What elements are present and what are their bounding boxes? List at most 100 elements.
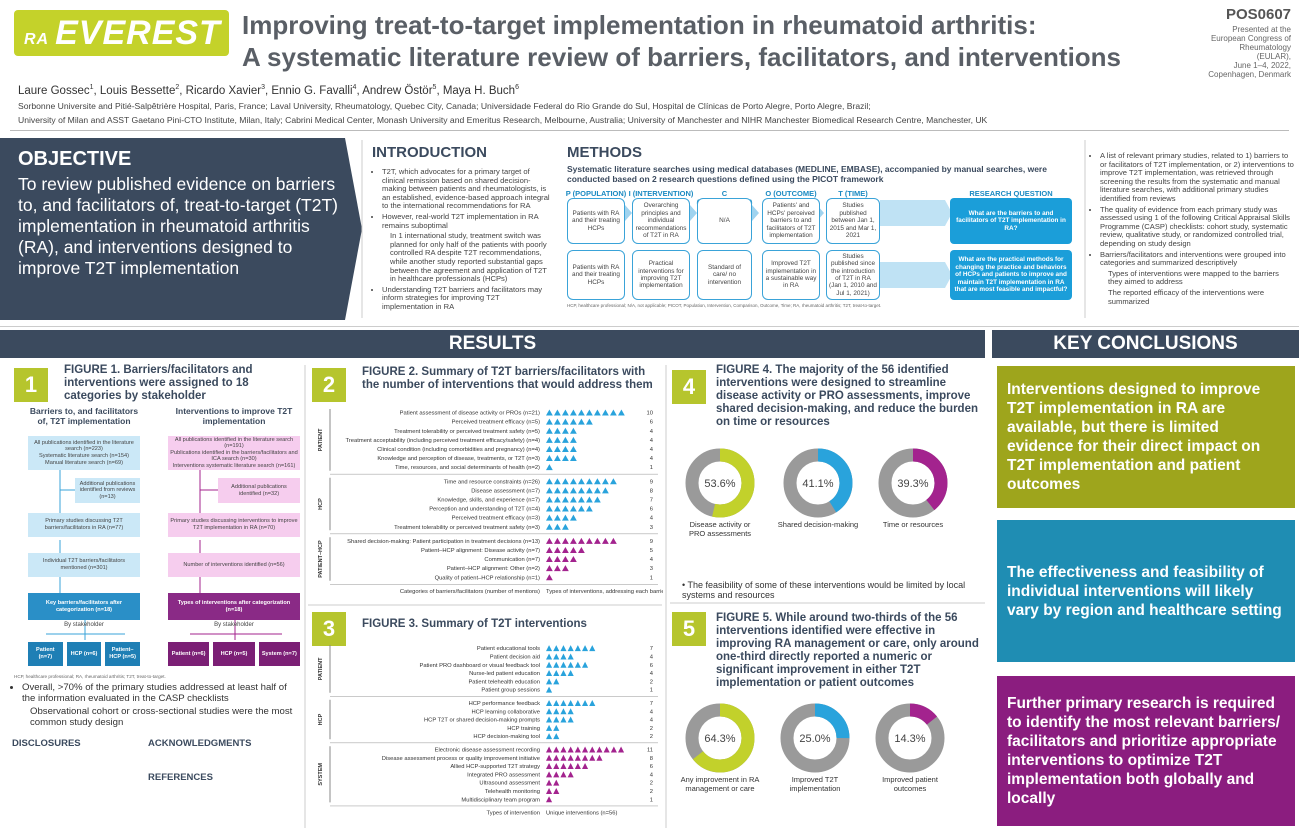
triangle [546, 699, 553, 706]
triangle [560, 661, 567, 668]
row-label: Perception and understanding of T2T (n=4… [429, 507, 540, 513]
triangle [560, 746, 567, 753]
presented-line: (EULAR), [1256, 52, 1291, 61]
triangle [594, 487, 601, 494]
row-count: 4 [650, 456, 654, 462]
arrow [625, 205, 632, 221]
triangle [586, 537, 593, 544]
triangle [553, 645, 560, 652]
donut-caption: Time or resources [883, 520, 943, 529]
presented-line: European Congress of [1210, 34, 1291, 43]
affiliation-mark: 3 [261, 84, 265, 91]
bullet: The quality of evidence from each primar… [1100, 205, 1295, 249]
donut-caption: Improved T2T implementation [790, 775, 841, 793]
donut-arc [878, 448, 948, 518]
picot-header: O (OUTCOME) [765, 189, 817, 198]
triangle [546, 574, 553, 581]
by-stakeholder: By stakeholder [64, 622, 104, 628]
triangle [586, 487, 593, 494]
row-label: Integrated PRO assessment [467, 772, 540, 778]
footnote: HCP, healthcare professional; RA, rheuma… [14, 674, 166, 679]
triangle [586, 418, 593, 425]
column-heading: Interventions to improve T2T implementat… [175, 406, 293, 426]
donut-caption: Improved patient outcomes [882, 775, 939, 793]
row-count: 4 [650, 557, 654, 563]
objective-text: To review published evidence on barriers… [18, 174, 338, 278]
triangle [560, 670, 567, 677]
triangle [553, 716, 560, 723]
divider [0, 326, 1299, 327]
row-count: 7 [650, 701, 653, 707]
figure-title: FIGURE 2. Summary of T2T barriers/facili… [362, 366, 653, 391]
row-count: 4 [650, 516, 654, 522]
section-bar: KEY CONCLUSIONS [992, 330, 1299, 358]
triangle [554, 436, 561, 443]
figure-number: 5 [672, 612, 706, 646]
triangle [546, 505, 553, 512]
affiliations: University of Milan and ASST Gaetano Pin… [18, 115, 988, 125]
row-label: Patient–HCP alignment: Other (n=2) [447, 566, 540, 572]
bullets: A list of relevant primary studies, rela… [1090, 151, 1295, 308]
picot-cell: N/A [697, 198, 752, 244]
row-count: 7 [650, 497, 653, 503]
triangle [546, 771, 553, 778]
triangle [574, 763, 581, 770]
triangle [546, 746, 553, 753]
triangle [546, 478, 553, 485]
row-label: Electronic disease assessment recording [435, 747, 540, 753]
triangle [560, 653, 567, 660]
row-count: 4 [650, 709, 654, 715]
author: Laure Gossec [18, 84, 90, 97]
row-count: 11 [647, 747, 653, 753]
triangle [553, 746, 560, 753]
bullet: T2T, which advocates for a primary targe… [382, 167, 552, 211]
row-count: 2 [650, 734, 653, 740]
affiliation-mark: 2 [175, 84, 180, 91]
bullet: Understanding T2T barriers and facilitat… [382, 285, 552, 312]
row-label: Shared decision-making: Patient particip… [347, 539, 540, 545]
picot-cell: Improved T2T implementation in a sustain… [762, 250, 820, 300]
triangle [553, 779, 560, 786]
row-label: Treatment tolerability or perceived trea… [394, 429, 540, 435]
triangle [554, 418, 561, 425]
triangle [546, 754, 553, 761]
row-count: 5 [650, 548, 653, 554]
presented-line: Rheumatology [1239, 43, 1291, 52]
triangle [594, 478, 601, 485]
arrow [880, 262, 952, 288]
row-label: HCP T2T or shared decision-making prompt… [424, 718, 540, 724]
triangle [570, 505, 577, 512]
flow-leaf: System (n=7) [258, 642, 300, 666]
triangle [554, 478, 561, 485]
triangle [562, 546, 569, 553]
triangle [546, 645, 553, 652]
row-count: 4 [650, 654, 654, 660]
triangle [610, 409, 617, 416]
heading: DISCLOSURES [12, 738, 81, 749]
picot-cell: Patients with RA and their treating HCPs [567, 250, 625, 300]
picot-header: RESEARCH QUESTION [969, 189, 1053, 198]
triangle [574, 746, 581, 753]
triangle [553, 733, 560, 740]
triangle [589, 645, 596, 652]
triangle [546, 661, 553, 668]
triangle [546, 487, 553, 494]
triangle [567, 661, 574, 668]
title: A systematic literature review of barrie… [242, 42, 1122, 72]
triangle [553, 763, 560, 770]
triangle [554, 427, 561, 434]
triangle [578, 537, 585, 544]
triangle [578, 546, 585, 553]
flow-box: All publications identified in the liter… [168, 436, 300, 470]
row-count: 4 [650, 772, 654, 778]
triangle [578, 478, 585, 485]
triangle [554, 565, 561, 572]
row-count: 2 [650, 781, 653, 787]
triangle [560, 708, 567, 715]
affiliation-mark: 6 [515, 84, 519, 91]
triangle [567, 645, 574, 652]
triangle [553, 670, 560, 677]
triangle [578, 487, 585, 494]
flow-lines [46, 470, 125, 640]
